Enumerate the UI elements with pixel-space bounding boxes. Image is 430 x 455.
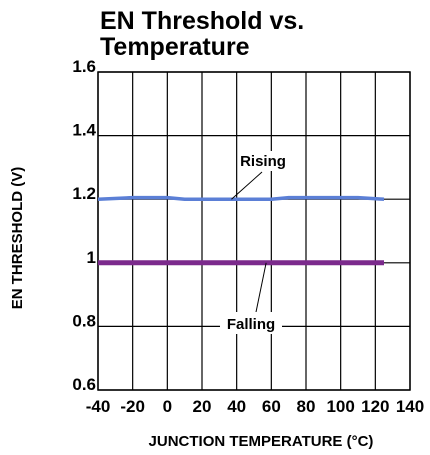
x-tick-label: 60 [262,397,281,416]
x-tick-label: 0 [163,397,172,416]
falling-leader-line [254,262,267,318]
plot-frame [97,71,411,391]
y-tick-label: 0.8 [72,311,96,330]
chart-title-line-1: EN Threshold vs. [100,7,304,35]
grid [97,71,411,391]
x-tick-label: 80 [297,397,316,416]
x-tick-label: 100 [326,397,354,416]
x-tick-label: -40 [86,397,111,416]
y-tick-label: 1 [87,248,96,267]
x-tick-label: -20 [120,397,145,416]
x-tick-label: 140 [396,397,424,416]
series-label-falling: Falling [227,316,275,333]
chart-title-line-2: Temperature [100,33,250,61]
falling-label-background [220,312,282,334]
x-tick-label: 40 [227,397,246,416]
y-tick-label: 0.6 [72,375,96,394]
annotation-layer: Rising Falling [220,151,288,334]
tick-labels: -40 -20 0 20 40 60 80 100 120 140 0.6 0.8 1 1.2 1.4 1.6 [72,57,424,416]
rising-label-background [238,151,288,171]
y-axis-label: EN THRESHOLD (V) [9,167,26,310]
series-layer [97,195,385,266]
series-label-rising: Rising [240,153,286,170]
x-tick-label: 20 [193,397,212,416]
series-line-rising [97,195,385,201]
x-axis-label: JUNCTION TEMPERATURE (°C) [149,433,374,450]
y-tick-label: 1.6 [72,57,96,76]
y-tick-label: 1.2 [72,184,96,203]
y-tick-label: 1.4 [72,121,96,140]
x-tick-label: 120 [361,397,389,416]
rising-leader-line [231,171,263,200]
